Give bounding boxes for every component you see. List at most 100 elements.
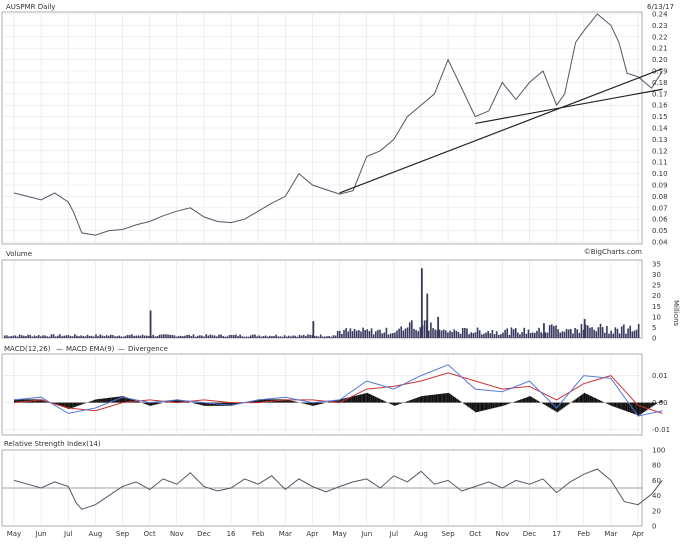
volume-bar	[608, 334, 610, 338]
volume-bar	[227, 336, 229, 338]
divergence-bar	[586, 394, 587, 402]
price-ytick-label: 0.08	[652, 193, 668, 201]
volume-bar	[449, 331, 451, 338]
x-month-label: Nov	[170, 530, 184, 538]
volume-bar	[182, 336, 184, 338]
divergence-bar	[306, 403, 307, 405]
volume-bar	[417, 331, 419, 338]
volume-bar	[568, 330, 570, 338]
volume-bar	[540, 332, 542, 338]
divergence-bar	[383, 401, 384, 403]
divergence-bar	[581, 395, 582, 403]
divergence-bar	[352, 396, 353, 402]
volume-bar	[517, 333, 519, 338]
volume-bar	[180, 336, 182, 338]
volume-bar	[460, 334, 462, 338]
divergence-bar	[104, 398, 105, 402]
volume-bar	[496, 331, 498, 338]
price-ytick-label: 0.20	[652, 56, 668, 64]
volume-bar	[536, 331, 538, 338]
divergence-bar	[78, 403, 79, 406]
divergence-bar	[98, 399, 99, 403]
divergence-bar	[440, 394, 441, 403]
x-month-label: Aug	[414, 530, 428, 538]
divergence-bar	[661, 400, 662, 402]
volume-bar	[456, 331, 458, 338]
divergence-bar	[483, 403, 484, 411]
volume-bar	[80, 335, 82, 338]
volume-bar	[612, 334, 614, 338]
volume-bar	[121, 337, 123, 338]
divergence-bar	[417, 398, 418, 403]
divergence-bar	[422, 396, 423, 403]
x-month-label: Mar	[279, 530, 292, 538]
volume-bar	[32, 337, 34, 338]
volume-ytick-label: 20	[652, 292, 661, 300]
divergence-bar	[296, 402, 297, 403]
divergence-bar	[365, 393, 366, 402]
divergence-bar	[289, 400, 290, 402]
divergence-bar	[470, 403, 471, 409]
divergence-bar	[591, 396, 592, 402]
volume-bar	[220, 334, 222, 338]
divergence-bar	[315, 403, 316, 406]
divergence-bar	[194, 403, 195, 404]
volume-bar	[627, 328, 629, 338]
volume-bar	[604, 333, 606, 338]
divergence-bar	[292, 401, 293, 403]
volume-bar	[432, 328, 434, 338]
volume-bar	[244, 337, 246, 338]
divergence-bar	[97, 399, 98, 402]
volume-ytick-label: 5	[652, 324, 656, 332]
volume-bar	[63, 336, 65, 338]
volume-bar	[330, 337, 332, 338]
divergence-bar	[646, 403, 647, 411]
macd-ytick-label: -0.01	[652, 426, 670, 434]
divergence-bar	[322, 403, 323, 404]
volume-bar	[447, 332, 449, 338]
volume-bar	[570, 329, 572, 338]
price-ytick-label: 0.17	[652, 90, 668, 98]
volume-bar	[345, 328, 347, 338]
volume-bar	[553, 326, 555, 338]
volume-spike-bar	[150, 311, 152, 338]
volume-bar	[17, 337, 19, 338]
divergence-bar	[353, 396, 354, 402]
divergence-bar	[411, 400, 412, 403]
divergence-bar	[443, 394, 444, 403]
divergence-bar	[534, 399, 535, 403]
divergence-bar	[543, 403, 544, 405]
divergence-bar	[357, 395, 358, 402]
divergence-bar	[455, 398, 456, 403]
volume-bar	[76, 336, 78, 338]
divergence-bar	[380, 399, 381, 402]
divergence-bar	[528, 397, 529, 403]
volume-bar	[600, 324, 602, 338]
divergence-bar	[193, 403, 194, 404]
macd-line	[14, 365, 662, 416]
divergence-bar	[303, 403, 304, 404]
divergence-bar	[563, 403, 564, 408]
divergence-bar	[539, 402, 540, 403]
volume-bar	[390, 333, 392, 338]
volume-bar	[53, 334, 55, 338]
divergence-bar	[154, 403, 155, 405]
volume-bar	[532, 332, 534, 338]
price-ytick-label: 0.16	[652, 102, 668, 110]
volume-bar	[49, 337, 51, 338]
divergence-bar	[441, 394, 442, 403]
volume-bar	[191, 336, 193, 338]
divergence-bar	[574, 400, 575, 403]
divergence-bar	[367, 393, 368, 403]
divergence-bar	[101, 399, 102, 403]
volume-bar	[216, 336, 218, 338]
divergence-bar	[445, 393, 446, 402]
volume-bar	[21, 335, 23, 338]
volume-bar	[59, 334, 61, 338]
rsi-ytick-label: 20	[652, 507, 661, 515]
divergence-bar	[597, 399, 598, 402]
x-month-label: Nov	[496, 530, 510, 538]
price-ytick-label: 0.10	[652, 170, 668, 178]
volume-bar	[222, 336, 224, 338]
volume-bar	[254, 335, 256, 338]
